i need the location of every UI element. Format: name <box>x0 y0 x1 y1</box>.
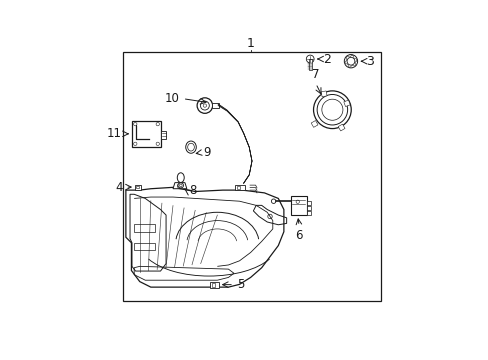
Bar <box>338 124 345 131</box>
Circle shape <box>344 55 357 68</box>
Bar <box>306 206 311 210</box>
Ellipse shape <box>177 173 184 183</box>
Text: 3: 3 <box>366 55 374 68</box>
Text: 4: 4 <box>115 181 122 194</box>
Bar <box>306 201 311 205</box>
Text: 5: 5 <box>236 278 244 291</box>
Bar <box>234 185 244 190</box>
Bar <box>211 103 218 108</box>
Text: 11: 11 <box>106 127 122 140</box>
Bar <box>135 185 141 190</box>
Bar <box>306 211 311 215</box>
Circle shape <box>313 91 350 129</box>
Bar <box>236 186 240 189</box>
Ellipse shape <box>178 183 183 188</box>
Bar <box>343 100 349 107</box>
Text: 7: 7 <box>311 68 319 81</box>
Bar <box>210 282 218 288</box>
Circle shape <box>197 98 212 113</box>
Bar <box>211 283 215 287</box>
Bar <box>161 131 166 139</box>
Text: 8: 8 <box>189 184 197 197</box>
Text: 6: 6 <box>295 229 302 242</box>
Ellipse shape <box>185 141 196 153</box>
Bar <box>290 196 306 215</box>
Polygon shape <box>173 183 186 189</box>
Text: 2: 2 <box>322 53 330 66</box>
Circle shape <box>271 199 275 203</box>
Bar <box>136 186 139 188</box>
Bar <box>134 224 155 232</box>
Bar <box>321 91 326 97</box>
Bar <box>310 121 317 127</box>
Circle shape <box>305 55 313 63</box>
Text: 1: 1 <box>246 37 254 50</box>
Bar <box>134 243 155 250</box>
Bar <box>308 59 311 69</box>
Text: 9: 9 <box>203 146 210 159</box>
Text: 10: 10 <box>165 92 180 105</box>
Bar <box>132 121 161 147</box>
